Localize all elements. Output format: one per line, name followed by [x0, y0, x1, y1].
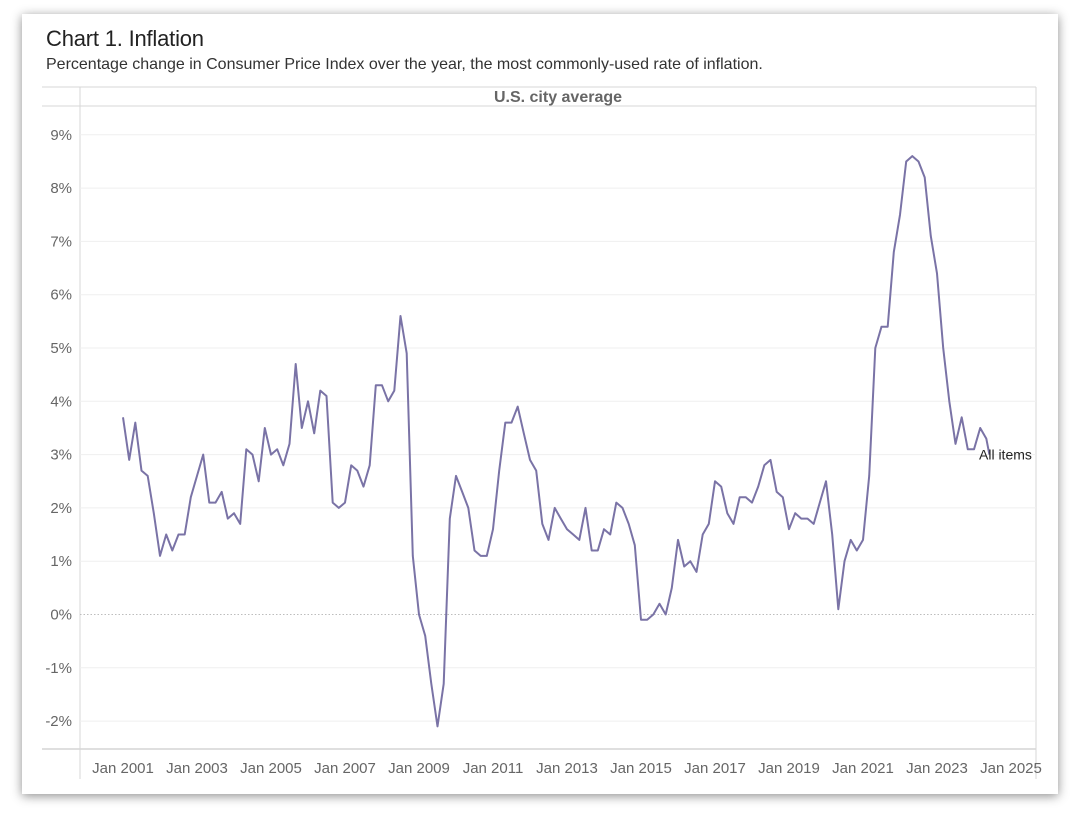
y-tick-label: -1%: [45, 660, 72, 677]
y-tick-label: 9%: [50, 127, 72, 144]
y-tick-label: 6%: [50, 287, 72, 304]
series-line-all-items: [122, 155, 991, 728]
x-tick-label: Jan 2009: [388, 760, 450, 777]
y-tick-label: 8%: [50, 180, 72, 197]
x-tick-label: Jan 2017: [684, 760, 746, 777]
x-tick-label: Jan 2005: [240, 760, 302, 777]
x-tick-label: Jan 2011: [463, 760, 524, 777]
y-tick-label: 0%: [50, 607, 72, 624]
x-tick-label: Jan 2023: [906, 760, 968, 777]
x-tick-label: Jan 2021: [832, 760, 894, 777]
y-tick-label: 3%: [50, 447, 72, 464]
x-tick-label: Jan 2025: [980, 760, 1042, 777]
x-tick-label: Jan 2019: [758, 760, 820, 777]
series-label-all-items: All items: [979, 447, 1032, 463]
y-tick-label: 5%: [50, 340, 72, 357]
y-tick-label: 4%: [50, 393, 72, 410]
inflation-line-chart: U.S. city average 9% 8% 7% 6% 5% 4% 3% 2% 1% 0% -1%…: [42, 86, 1042, 779]
y-tick-label: 1%: [50, 553, 72, 570]
y-tick-label: 2%: [50, 500, 72, 517]
x-tick-label: Jan 2001: [92, 760, 154, 777]
panel-title: U.S. city average: [494, 89, 622, 106]
chart-card: Chart 1. Inflation Percentage change in …: [22, 14, 1058, 794]
x-tick-label: Jan 2003: [166, 760, 228, 777]
chart-title: Chart 1. Inflation: [46, 26, 204, 51]
chart-subtitle: Percentage change in Consumer Price Inde…: [46, 56, 763, 73]
x-tick-label: Jan 2013: [536, 760, 598, 777]
y-tick-label: -2%: [45, 713, 72, 730]
x-tick-label: Jan 2015: [610, 760, 672, 777]
y-tick-label: 7%: [50, 233, 72, 250]
x-tick-label: Jan 2007: [314, 760, 376, 777]
